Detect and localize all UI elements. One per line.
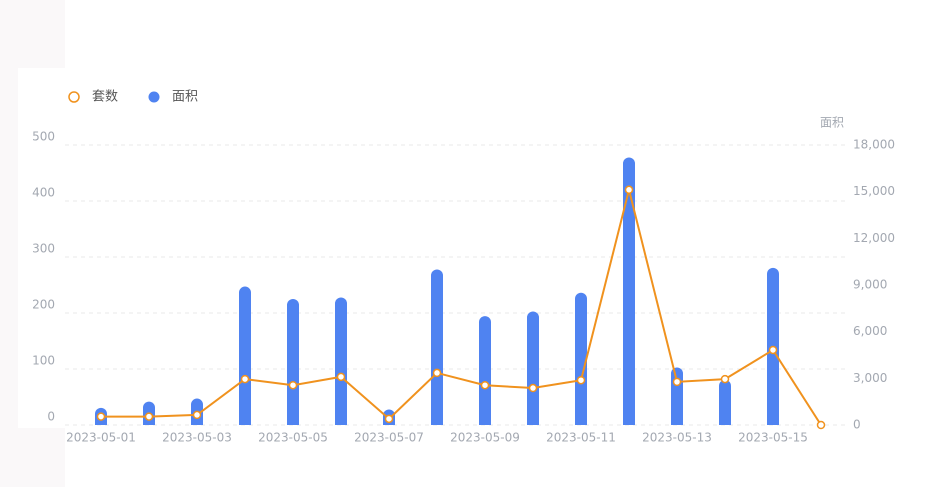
- bar: [479, 316, 491, 425]
- line-point: [528, 383, 538, 393]
- bar: [671, 367, 683, 425]
- y-tick-label: 500: [32, 130, 55, 144]
- bar: [239, 286, 251, 425]
- legend-label[interactable]: 套数: [92, 89, 118, 105]
- bar: [431, 269, 443, 425]
- line-point: [672, 377, 682, 387]
- y2-tick-label: 3,000: [853, 371, 887, 385]
- x-tick-label: 2023-05-09: [450, 431, 520, 445]
- y2-tick-label: 6,000: [853, 324, 887, 338]
- line-point: [624, 185, 634, 195]
- y-tick-label: 200: [32, 298, 55, 312]
- y2-tick-label: 18,000: [853, 138, 895, 152]
- line-point: [96, 412, 106, 421]
- x-tick-label: 2023-05-15: [738, 431, 808, 445]
- line-point: [384, 414, 394, 424]
- x-tick-label: 2023-05-07: [354, 431, 424, 445]
- line-point: [816, 420, 826, 430]
- line-point: [480, 380, 490, 390]
- y2-axis-title: 面积: [820, 116, 844, 130]
- y2-tick-label: 0: [853, 418, 861, 432]
- line: [101, 189, 822, 426]
- line-point: [240, 374, 250, 384]
- line-point: [576, 375, 586, 385]
- line-point: [144, 412, 154, 421]
- bar: [335, 297, 347, 425]
- legend-marker[interactable]: [148, 91, 160, 103]
- bar: [527, 311, 539, 425]
- x-tick-label: 2023-05-11: [546, 431, 616, 445]
- legend-label[interactable]: 面积: [172, 90, 198, 105]
- y-tick-label: 300: [32, 242, 55, 256]
- x-tick-label: 2023-05-05: [258, 431, 328, 445]
- bar: [719, 379, 731, 425]
- line-point: [288, 380, 298, 390]
- side-panel-inner: [18, 68, 65, 428]
- line-point: [768, 345, 778, 355]
- legend-marker[interactable]: [68, 91, 80, 103]
- bar: [287, 299, 299, 425]
- bar: [575, 292, 587, 425]
- y2-tick-label: 12,000: [853, 231, 895, 245]
- line-point: [336, 372, 346, 382]
- line-point: [720, 374, 730, 384]
- y-tick-label: 400: [32, 186, 55, 200]
- x-tick-label: 2023-05-01: [66, 431, 136, 445]
- y-tick-label: 100: [32, 354, 55, 368]
- y2-tick-label: 9,000: [853, 278, 887, 292]
- x-tick-label: 2023-05-13: [642, 431, 712, 445]
- bar: [623, 157, 635, 425]
- y2-tick-label: 15,000: [853, 184, 895, 198]
- line-point: [192, 410, 202, 420]
- line-point: [432, 368, 442, 378]
- y-tick-label: 0: [47, 410, 55, 424]
- x-tick-label: 2023-05-03: [162, 431, 232, 445]
